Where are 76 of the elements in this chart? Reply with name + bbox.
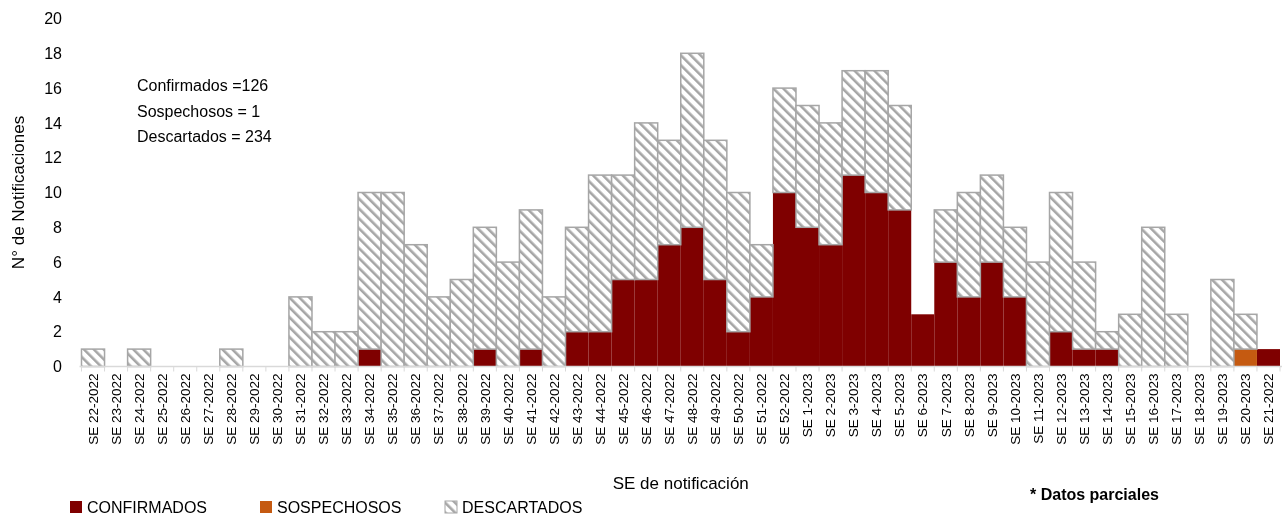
x-tick-label: SE 24-2022 [131, 373, 147, 445]
x-tick-label: SE 22-2022 [85, 373, 101, 445]
y-tick-label: 18 [44, 44, 63, 62]
x-tick-label: SE 12-2023 [1053, 373, 1069, 445]
x-tick-label: SE 25-2022 [154, 373, 170, 445]
y-tick-label: 2 [53, 323, 63, 341]
x-tick-label: SE 5-2023 [892, 373, 908, 438]
x-tick-label: SE 36-2022 [408, 373, 424, 445]
y-tick-label: 0 [53, 358, 63, 376]
bar [80, 348, 106, 368]
x-tick-label: SE 14-2023 [1099, 373, 1115, 445]
x-tick-label: SE 44-2022 [592, 373, 608, 445]
x-tick-label: SE 4-2023 [869, 373, 885, 438]
x-tick-label: SE 10-2023 [1007, 373, 1023, 445]
bar [126, 348, 152, 368]
x-tick-label: SE 11-2023 [1030, 373, 1046, 444]
legend-label: DESCARTADOS [462, 498, 583, 515]
annotation: Confirmados =126 [137, 77, 269, 94]
x-tick-label: SE 19-2023 [1215, 373, 1231, 445]
bar [1256, 349, 1280, 367]
x-tick-label: SE 30-2022 [270, 373, 286, 445]
x-tick-label: SE 32-2022 [316, 373, 332, 445]
x-tick-label: SE 2-2023 [823, 373, 839, 438]
x-tick-label: SE 9-2023 [984, 373, 1000, 438]
x-tick-label: SE 46-2022 [638, 373, 654, 445]
x-tick-label: SE 27-2022 [200, 373, 216, 445]
x-tick-label: SE 51-2022 [754, 373, 770, 445]
x-axis-title: SE de notificación [612, 474, 749, 493]
x-tick-label: SE 17-2023 [1169, 373, 1185, 445]
y-tick-label: 12 [44, 149, 63, 167]
x-tick-label: SE 48-2022 [685, 373, 700, 445]
x-tick-label: SE 28-2022 [224, 373, 240, 445]
x-tick-label: SE 15-2023 [1122, 373, 1138, 445]
x-tick-label: SE 35-2022 [385, 373, 401, 445]
x-tick-label: SE 52-2022 [777, 373, 793, 445]
x-tick-label: SE 43-2022 [569, 373, 585, 445]
x-tick-label: SE 49-2022 [708, 373, 724, 445]
text: * Datos parciales [1030, 486, 1160, 503]
x-tick-label: SE 16-2023 [1145, 373, 1161, 445]
x-tick-label: SE 39-2022 [477, 373, 493, 445]
x-tick-label: SE 1-2023 [800, 373, 816, 438]
x-tick-label: SE 33-2022 [339, 373, 355, 445]
x-tick-label: SE 3-2023 [846, 373, 862, 438]
y-tick-label: 10 [44, 184, 63, 202]
legend-label: CONFIRMADOS [87, 498, 207, 515]
x-tick-label: SE 29-2022 [247, 373, 263, 445]
x-tick-label: SE 7-2023 [938, 373, 954, 438]
y-tick-label: 4 [53, 288, 63, 306]
x-tick-label: SE 21-2022 [1261, 373, 1277, 445]
y-tick-label: 6 [53, 253, 63, 271]
y-axis-title: N° de Notificaciones [9, 115, 28, 270]
y-tick-label: 20 [44, 10, 63, 28]
x-tick-label: SE 47-2022 [661, 373, 677, 445]
y-tick-label: 14 [44, 114, 63, 132]
x-tick-label: SE 38-2022 [454, 373, 470, 445]
annotation: Sospechosos = 1 [137, 102, 261, 120]
x-tick-label: SE 18-2023 [1192, 373, 1208, 445]
x-tick-label: SE 26-2022 [177, 373, 193, 445]
x-tick-label: SE 45-2022 [615, 373, 631, 445]
x-tick-label: SE 40-2022 [500, 373, 516, 445]
annotation: Descartados = 234 [137, 128, 272, 145]
x-tick-label: SE 20-2023 [1238, 373, 1254, 445]
x-tick-label: SE 8-2023 [961, 373, 977, 438]
x-tick-label: SE 6-2023 [915, 373, 931, 438]
y-tick-label: 16 [44, 79, 63, 97]
x-tick-label: SE 34-2022 [362, 373, 378, 445]
x-tick-label: SE 23-2022 [108, 373, 124, 445]
legend-label: SOSPECHOSOS [277, 498, 402, 515]
bar [219, 348, 244, 368]
x-tick-label: SE 13-2023 [1076, 373, 1092, 445]
x-tick-label: SE 42-2022 [546, 373, 562, 445]
x-tick-label: SE 37-2022 [431, 373, 447, 445]
x-tick-label: SE 50-2022 [731, 373, 747, 445]
x-tick-label: SE 41-2022 [523, 373, 539, 445]
x-tick-label: SE 31-2022 [293, 373, 309, 445]
y-tick-label: 8 [53, 218, 63, 236]
